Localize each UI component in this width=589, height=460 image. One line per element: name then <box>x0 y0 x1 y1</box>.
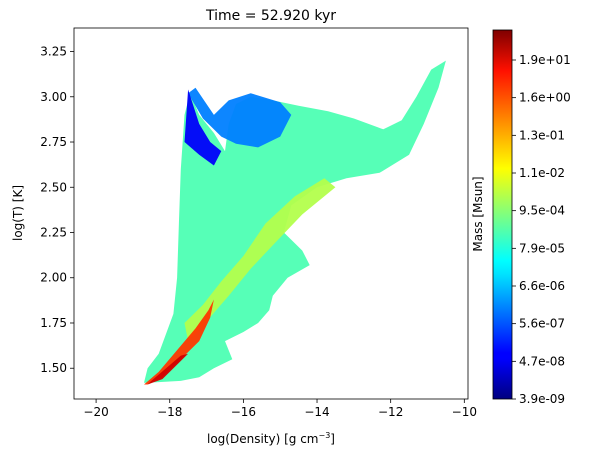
y-tick-label-7: 3.25 <box>40 45 67 59</box>
y-tick-label-5: 2.75 <box>40 135 67 149</box>
x-axis-label-end: ] <box>330 432 335 446</box>
y-tick-label-3: 2.25 <box>40 226 67 240</box>
y-tick-label-4: 2.50 <box>40 180 67 194</box>
y-tick-label-1: 1.75 <box>40 316 67 330</box>
colorbar-tick-label-6: 1.1e-02 <box>519 166 565 180</box>
y-axis-label: log(T) [K] <box>11 185 25 241</box>
colorbar-tick-label-8: 1.6e+00 <box>519 91 571 105</box>
colorbar-tick-label-0: 3.9e-09 <box>519 392 565 406</box>
colorbar-tick-label-7: 1.3e-01 <box>519 128 565 142</box>
colorbar-label: Mass [Msun] <box>471 176 485 251</box>
histogram-region-mid-band <box>184 178 336 342</box>
histogram-region-top-cold <box>184 89 222 166</box>
density-temperature-histogram <box>144 60 446 385</box>
y-tick-label-2: 2.00 <box>40 271 67 285</box>
x-tick-label-3: −14 <box>304 405 329 419</box>
x-tick-label-1: −18 <box>157 405 182 419</box>
x-tick-label-4: −12 <box>378 405 403 419</box>
plot-frame <box>73 27 469 400</box>
y-axis-ticks: 1.50 1.75 2.00 2.25 2.50 2.75 3.00 3.25 <box>40 45 74 375</box>
histogram-region-core <box>147 353 189 385</box>
chart-title: Time = 52.920 kyr <box>205 8 336 24</box>
x-axis-label: log(Density) [g cm−3] <box>207 431 335 446</box>
colorbar <box>492 29 513 400</box>
x-tick-label-5: −10 <box>452 405 477 419</box>
x-axis-ticks: −20 −18 −16 −14 −12 −10 <box>83 399 477 419</box>
x-axis-label-main: log(Density) [g cm <box>207 432 319 446</box>
x-tick-label-2: −16 <box>231 405 256 419</box>
colorbar-tick-label-2: 5.6e-07 <box>519 317 565 331</box>
colorbar-tick-label-4: 7.9e-05 <box>519 241 565 255</box>
y-tick-label-6: 3.00 <box>40 90 67 104</box>
colorbar-tick-label-9: 1.9e+01 <box>519 53 571 67</box>
colorbar-tick-label-3: 6.6e-06 <box>519 279 565 293</box>
colorbar-tick-label-1: 4.7e-08 <box>519 354 565 368</box>
x-tick-label-0: −20 <box>83 405 108 419</box>
y-tick-label-0: 1.50 <box>40 361 67 375</box>
histogram-region-cold-branch <box>188 87 292 148</box>
colorbar-tick-label-5: 9.5e-04 <box>519 204 565 218</box>
colorbar-ticks: 3.9e-09 4.7e-08 5.6e-07 6.6e-06 7.9e-05 9.5e-… <box>512 53 571 406</box>
x-axis-label-exponent: −3 <box>319 431 331 440</box>
